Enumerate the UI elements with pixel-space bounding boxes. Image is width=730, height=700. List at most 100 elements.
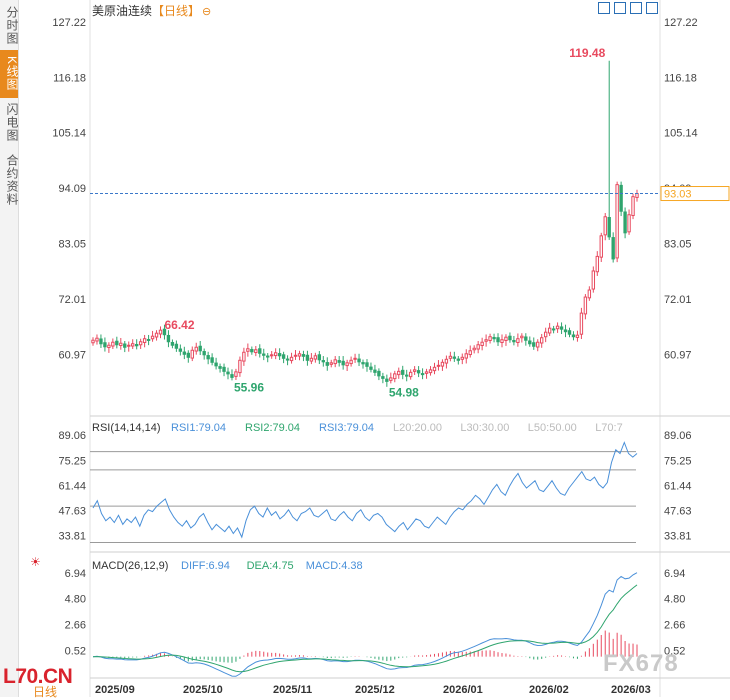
candle-body [444,358,449,364]
candle-body [540,337,544,344]
fit-screen-icon[interactable] [598,2,610,14]
period-label[interactable]: 【日线】 [152,4,201,18]
x-tick-label: 2025/10 [183,684,223,696]
candle-body [615,184,619,259]
candle-body [158,329,163,335]
candle-body [536,341,540,348]
rsi-level-legend: L50:50.00 [528,422,577,434]
price-ytick-left: 72.01 [58,294,86,306]
rsi-ytick-right: 89.06 [664,430,692,442]
rsi-legend: RSI2:79.04 [245,422,300,434]
rsi-panel: RSI(14,14,14) RSI1:79.04 RSI2:79.04 RSI3:79… [58,422,692,544]
candle-body [313,355,318,360]
candle-body [341,360,345,366]
price-annotation: 54.98 [389,386,419,400]
rsi-ytick-right: 75.25 [664,455,692,467]
candle-body [476,344,480,350]
candle-body [142,338,147,343]
macd-ytick-left: 6.94 [65,568,86,580]
candle-body [250,349,254,353]
rsi-ytick-left: 75.25 [58,455,86,467]
candle-body [273,352,278,357]
candle-body [412,369,417,372]
candle-body [543,331,548,338]
candle-body [405,374,409,377]
rsi-ytick-right: 33.81 [664,531,692,543]
candle-body [393,373,397,380]
candle-body [377,370,381,377]
macd-legend: DIFF:6.94 [181,560,230,572]
candle-body [107,344,111,349]
candle-body [607,217,611,238]
tab-flash[interactable]: 闪电图 [5,102,19,142]
candle-body [262,353,266,356]
candle-body [448,355,453,359]
candle-body [289,356,294,362]
candle-body [524,336,528,341]
clock-icon[interactable]: ⊖ [202,6,212,18]
macd-dea-line [92,584,638,673]
macd-legend: DEA:4.75 [247,560,294,572]
candle-body [194,346,198,352]
macd-ytick-right: 6.94 [664,568,685,580]
candle-body [480,341,484,347]
candle-body [150,335,155,340]
candle-body [345,362,349,367]
candle-body [416,370,421,374]
rsi-legend: RSI1:79.04 [171,422,226,434]
tab-contract-info[interactable]: 合约资料 [5,154,19,206]
candle-body [504,336,508,341]
candle-body [516,338,520,343]
candle-body [266,355,270,358]
tab-kline[interactable]: K线图 [0,50,19,98]
x-axis: 2025/09 2025/10 2025/11 2025/12 2026/01 2026/… [95,684,651,696]
fullscreen-icon[interactable] [646,2,658,14]
candle-body [432,366,437,372]
candle-body [218,366,222,369]
last-price-label: 93.03 [664,189,692,201]
price-ytick-right: 60.97 [664,349,692,361]
watermark-right: FX678 [603,650,679,677]
candle-body [254,349,258,354]
rsi-level-legend: L20:20.00 [393,422,442,434]
rsi-ytick-right: 61.44 [664,480,692,492]
price-ytick-left: 105.14 [52,128,86,140]
candle-body [440,361,445,367]
candle-body [488,336,492,341]
candle-body [492,336,496,340]
candle-body [277,353,282,357]
candle-body [309,357,314,362]
candle-body [190,349,194,359]
candle-body [127,344,131,347]
candle-body [551,328,556,331]
zoom-in-icon[interactable] [614,2,626,14]
price-ytick-left: 94.09 [58,183,86,195]
chart-type-icon[interactable] [630,2,642,14]
candle-body [138,341,143,346]
candle-body [246,348,250,352]
instrument-title: 美原油连续 [92,4,153,18]
candle-body [428,369,433,374]
candle-body [357,358,361,363]
candle-body [631,196,635,217]
candle-body [579,312,584,335]
macd-settings-icon[interactable]: ☀ [30,555,41,569]
candle-body [103,342,107,348]
rsi-title: RSI(14,14,14) [92,422,160,434]
price-ytick-right: 72.01 [664,294,692,306]
candle-body [468,350,472,356]
candle-body [162,328,167,336]
x-tick-label: 2025/11 [273,684,312,696]
candle-body [234,371,238,377]
price-ytick-right: 105.14 [664,128,698,140]
candle-body [214,362,218,367]
macd-legend: MACD:4.38 [306,560,363,572]
x-tick-label: 2026/03 [611,684,651,696]
tab-time-sharing[interactable]: 分时图 [5,5,19,45]
candle-body [420,373,425,376]
candle-body [317,354,322,361]
candle-body [520,335,524,339]
rsi-legend: RSI3:79.04 [319,422,374,434]
candle-body [595,255,599,273]
candle-body [301,354,306,357]
